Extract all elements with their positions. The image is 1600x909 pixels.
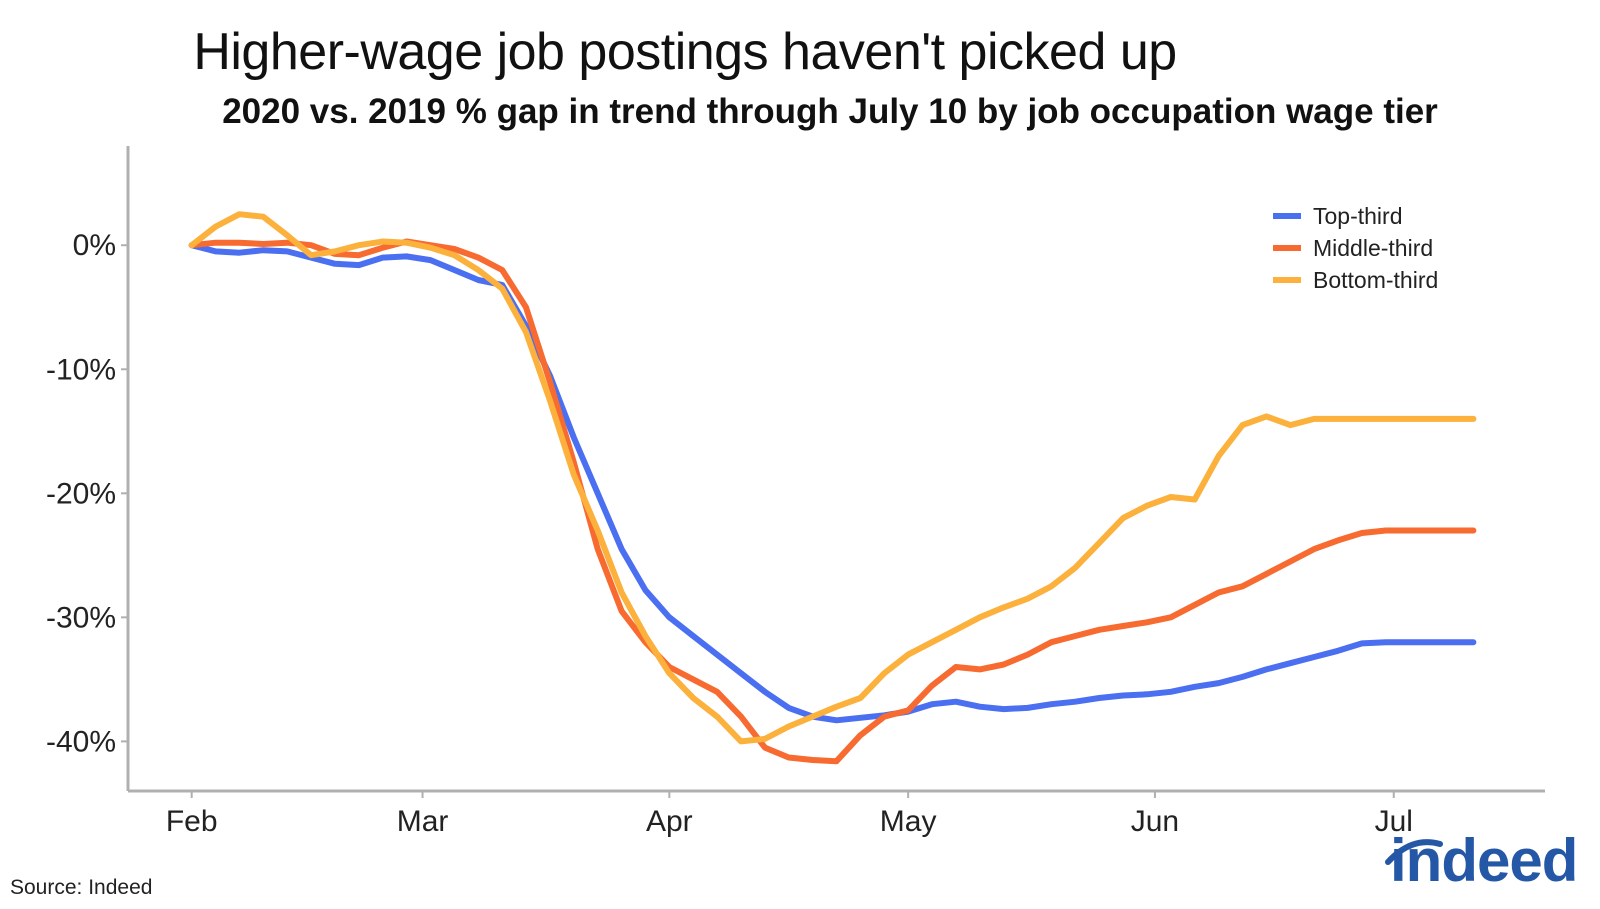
y-tick-label: -20% (46, 477, 116, 510)
indeed-logo-arc (1385, 839, 1443, 865)
y-tick-label: -10% (46, 353, 116, 386)
source-note: Source: Indeed (10, 876, 153, 899)
chart-title: Higher-wage job postings haven't picked … (193, 23, 1177, 81)
legend-label-top-third: Top-third (1313, 203, 1402, 229)
series-line-bottom-third (188, 211, 1477, 745)
x-tick-label: Mar (397, 805, 449, 838)
y-tick-label: -40% (46, 725, 116, 758)
series-line-top-third (188, 242, 1477, 724)
y-tick-label: -30% (46, 601, 116, 634)
x-tick-label: Apr (646, 805, 693, 838)
legend-label-middle-third: Middle-third (1313, 235, 1433, 261)
x-tick-label: Feb (166, 805, 218, 838)
chart-subtitle: 2020 vs. 2019 % gap in trend through Jul… (222, 92, 1438, 131)
legend-label-bottom-third: Bottom-third (1313, 267, 1438, 293)
x-tick-label: Jul (1375, 805, 1413, 838)
x-tick-label: May (880, 805, 937, 838)
y-tick-label: 0% (73, 229, 116, 262)
x-tick-label: Jun (1131, 805, 1179, 838)
series-line-middle-third (188, 238, 1477, 765)
indeed-logo: indeed (1390, 827, 1578, 894)
